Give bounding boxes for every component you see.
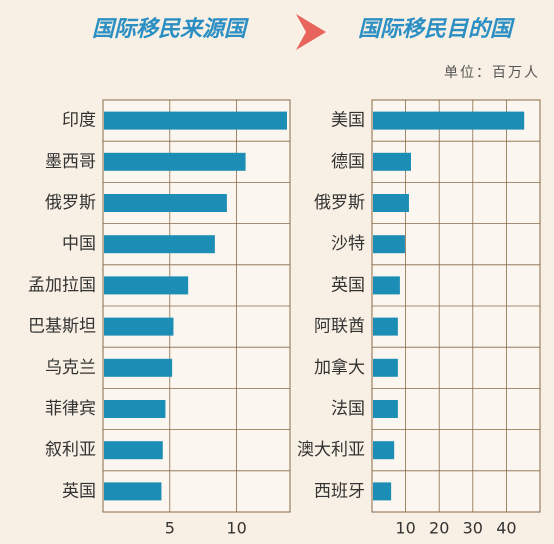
bar	[373, 276, 400, 295]
category-label: 阿联酋	[314, 317, 365, 337]
bar	[373, 441, 395, 460]
category-label: 俄罗斯	[45, 193, 96, 213]
category-label: 加拿大	[314, 357, 365, 378]
category-label: 俄罗斯	[314, 193, 365, 213]
category-label: 乌克兰	[45, 358, 96, 378]
x-tick-label: 30	[463, 519, 483, 538]
bar	[373, 482, 392, 501]
x-tick-label: 10	[395, 519, 415, 538]
unit-label: 单位：百万人	[444, 65, 540, 81]
bar	[104, 482, 162, 501]
x-tick-label: 5	[165, 519, 175, 538]
category-label: 沙特	[331, 234, 365, 254]
category-label: 法国	[331, 399, 365, 419]
category-label: 英国	[331, 275, 365, 295]
category-label: 英国	[62, 481, 96, 501]
bar	[373, 194, 409, 212]
bar	[104, 400, 166, 418]
bar	[373, 235, 405, 254]
category-label: 孟加拉国	[28, 275, 96, 295]
category-label: 澳大利亚	[297, 440, 365, 460]
bar	[104, 194, 227, 212]
arrow	[296, 14, 326, 50]
category-label: 巴基斯坦	[28, 317, 96, 337]
chart-title: 国际移民来源国	[92, 17, 249, 42]
category-label: 印度	[62, 111, 96, 131]
category-label: 西班牙	[314, 481, 365, 501]
bar	[373, 400, 398, 418]
x-tick-label: 10	[226, 519, 246, 538]
bar	[104, 111, 287, 130]
category-label: 叙利亚	[45, 440, 96, 460]
category-label: 墨西哥	[45, 152, 96, 172]
bar	[373, 111, 525, 130]
bar	[104, 235, 215, 254]
bar	[104, 317, 174, 336]
bar	[104, 441, 163, 460]
bar	[104, 152, 246, 171]
bar	[373, 152, 411, 171]
bar	[104, 276, 189, 295]
chart-title: 国际移民目的国	[358, 16, 515, 42]
x-tick-label: 40	[496, 519, 516, 538]
bar	[104, 358, 173, 377]
x-tick-label: 20	[429, 519, 449, 538]
category-label: 德国	[331, 152, 365, 172]
category-label: 中国	[62, 234, 96, 254]
category-label: 菲律宾	[45, 399, 96, 419]
bar	[373, 317, 398, 336]
bar	[373, 358, 398, 377]
category-label: 美国	[331, 111, 365, 131]
